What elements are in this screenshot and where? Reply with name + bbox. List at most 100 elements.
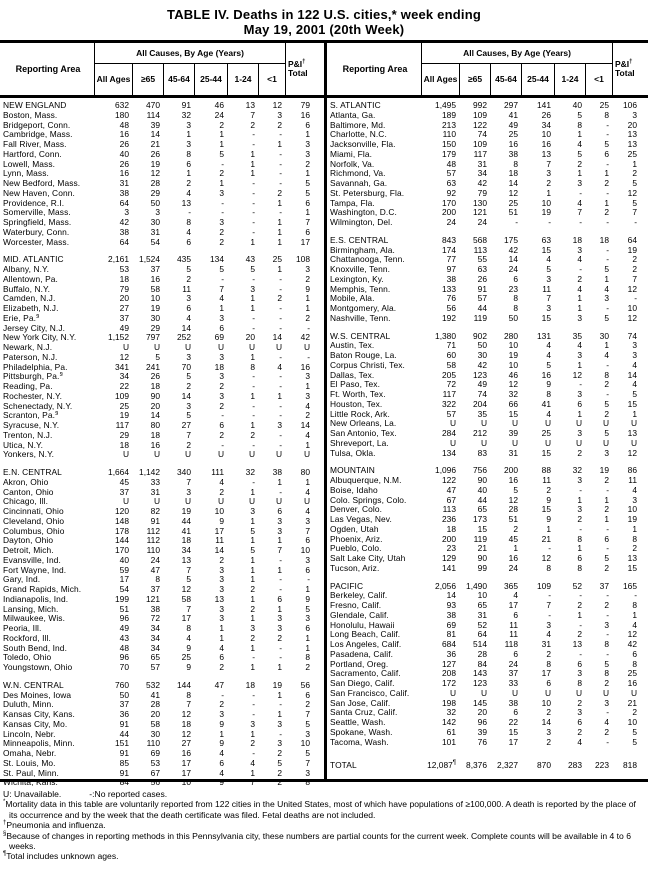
city-row: Duluth, Minn. 37 28 7 2 - - 2	[0, 699, 324, 710]
value-cell: 4	[632, 619, 637, 630]
value-cell: 23	[508, 283, 518, 294]
city-row: Pasadena, Calif. 36 28 6 2 - - 6	[327, 649, 648, 660]
city-row: New York City, N.Y. 1,152 797 252 69 20 14 42	[0, 332, 324, 343]
footnotes: U: Unavailable. -:No reported cases. *Mo…	[0, 782, 648, 862]
value-cell: 12	[627, 629, 637, 640]
value-cell: 1	[305, 642, 310, 653]
value-cell: 31	[119, 178, 129, 188]
value-cell: 58	[181, 593, 191, 604]
reporting-area-cell: Lynn, Mass.	[3, 169, 49, 179]
value-cell: 1,490	[466, 580, 487, 591]
value-cell: 53	[150, 757, 160, 768]
value-cell: 2	[604, 678, 609, 688]
city-row: Rockford, Ill. 43 34 4 1 2 2 1	[0, 633, 324, 644]
reporting-area-cell: Boise, Idaho	[330, 485, 378, 495]
reporting-area-cell: Rockford, Ill.	[3, 633, 51, 643]
value-cell: 71	[446, 340, 456, 351]
value-cell: 3	[604, 293, 609, 304]
value-cell: 27	[119, 303, 129, 313]
value-cell: 11	[542, 283, 551, 294]
value-cell: -	[279, 381, 282, 391]
value-cell: 69	[214, 332, 224, 343]
value-cell: 15	[541, 244, 551, 255]
value-cell: 47	[214, 679, 224, 690]
value-cell: 18	[119, 439, 129, 450]
reporting-area-cell: New Orleans, La.	[330, 419, 397, 429]
value-cell: 902	[473, 330, 487, 341]
value-cell: 44	[477, 494, 487, 505]
value-cell: 24	[508, 658, 518, 669]
city-row: Gary, Ind. 17 8 5 3 1 - -	[0, 574, 324, 585]
value-cell: 10	[214, 506, 224, 516]
city-row: San Antonio, Tex. 284 212 39 25 3 5 13	[327, 428, 648, 439]
value-cell: 50	[477, 340, 487, 351]
value-cell: -	[252, 439, 255, 450]
city-row: Corpus Christi, Tex. 58 42 10 5 1 - 4	[327, 360, 648, 371]
value-cell: 31	[150, 486, 160, 497]
value-cell: -	[279, 439, 282, 450]
city-row: Glendale, Calif. 38 31 6 - 1 - 1	[327, 609, 648, 621]
table-title: TABLE IV. Deaths in 122 U.S. cities,* we…	[0, 0, 648, 37]
pi-total-label: Total	[615, 68, 635, 78]
city-row: Canton, Ohio 37 31 3 2 1 - 4	[0, 486, 324, 498]
reporting-area-cell: S. ATLANTIC	[330, 101, 381, 110]
reporting-area-cell: Providence, R.I.	[3, 198, 65, 208]
value-cell: 108	[296, 254, 310, 265]
value-cell: 79	[119, 283, 129, 294]
value-cell: 8	[632, 600, 637, 610]
reporting-area-cell: Toledo, Ohio	[3, 653, 52, 663]
section-gap	[327, 747, 648, 761]
value-cell: -	[307, 351, 310, 362]
value-cell: 8	[513, 158, 518, 169]
city-row: Utica, N.Y. 18 16 2 - - - 1	[0, 439, 324, 451]
value-cell: 3	[277, 420, 282, 430]
value-cell: 5	[250, 545, 255, 555]
reporting-area-cell: Corpus Christi, Tex.	[330, 360, 405, 370]
value-cell: 1	[277, 390, 282, 401]
value-cell: 760	[115, 679, 129, 690]
value-cell: 143	[473, 668, 487, 679]
value-cell: -	[548, 590, 551, 601]
value-cell: 42	[508, 244, 518, 255]
value-cell: 56	[150, 777, 160, 788]
value-cell: 144	[115, 535, 129, 546]
value-cell: 10	[181, 777, 191, 788]
value-cell: 1	[577, 609, 582, 620]
value-cell: 14	[541, 717, 551, 727]
value-cell: 16	[181, 748, 191, 758]
value-cell: 34	[119, 371, 129, 382]
value-cell: 2	[546, 707, 551, 718]
value-cell: 5	[604, 139, 609, 149]
value-cell: 70	[181, 361, 191, 372]
value-cell: 12	[508, 379, 518, 390]
reporting-area-cell: Baton Rouge, La.	[330, 351, 397, 360]
value-cell: 4	[577, 254, 582, 265]
value-cell: 42	[477, 178, 487, 188]
value-cell: -	[279, 371, 282, 382]
value-cell: 96	[119, 613, 129, 624]
value-cell: 92	[446, 187, 456, 198]
value-cell: 41	[181, 525, 191, 536]
col-header-ge65: ≥65	[460, 64, 491, 95]
reporting-area-cell: Dallas, Tex.	[330, 370, 375, 380]
value-cell: 6	[277, 593, 282, 604]
reporting-area-cell: San Francisco, Calif.	[330, 688, 410, 698]
value-cell: 16	[508, 139, 518, 149]
value-cell: 8	[305, 777, 310, 788]
value-cell: 6	[219, 420, 224, 430]
value-cell: U	[217, 342, 224, 352]
value-cell: 10	[627, 303, 637, 313]
value-cell: 40	[572, 100, 582, 110]
value-cell: 2	[632, 264, 637, 274]
value-cell: 10	[627, 717, 637, 727]
value-cell: 1	[250, 535, 255, 546]
city-row: Grand Rapids, Mich. 54 37 12 3 2 - 1	[0, 584, 324, 595]
reporting-area-cell: Canton, Ohio	[3, 487, 54, 497]
value-cell: 4	[546, 629, 551, 640]
value-cell: 3	[186, 351, 191, 362]
value-cell: 63	[541, 234, 551, 245]
value-cell: U	[248, 342, 255, 352]
value-cell: 74	[627, 330, 637, 341]
value-cell: 2	[546, 484, 551, 495]
reporting-area-cell: Lansing, Mich.	[3, 604, 59, 614]
